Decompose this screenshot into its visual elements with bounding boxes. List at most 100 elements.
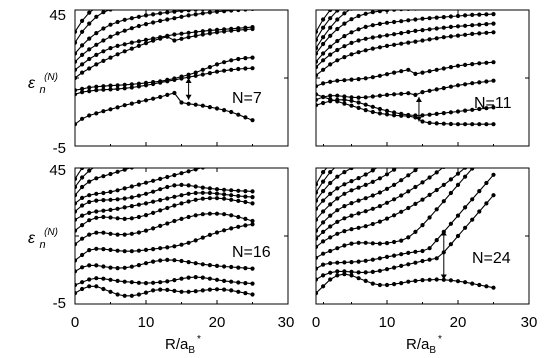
data-point	[207, 196, 212, 201]
data-point	[491, 78, 496, 83]
data-point	[172, 32, 177, 37]
data-point	[427, 192, 432, 197]
panel-top-right: N=11	[315, 1, 530, 147]
data-point	[406, 40, 411, 45]
data-point	[441, 66, 446, 71]
data-point	[115, 86, 120, 91]
data-point	[193, 238, 198, 243]
data-point	[364, 1, 368, 5]
data-point	[136, 202, 141, 207]
data-point	[87, 113, 92, 118]
data-point	[413, 168, 418, 173]
data-point	[186, 275, 191, 280]
data-point	[143, 201, 149, 206]
data-point	[392, 239, 397, 245]
data-point	[94, 198, 99, 203]
data-point	[377, 21, 382, 26]
data-point	[158, 246, 163, 251]
data-point	[455, 24, 461, 29]
data-point	[101, 38, 106, 43]
data-point	[222, 212, 227, 217]
data-point	[137, 0, 141, 4]
data-point	[406, 279, 411, 284]
data-point	[94, 246, 99, 251]
data-point	[87, 179, 92, 184]
data-point	[136, 39, 141, 44]
data-point	[115, 188, 120, 193]
data-point	[349, 227, 354, 232]
data-point	[179, 258, 184, 264]
data-point	[101, 109, 106, 114]
xtick-l-30: 30	[278, 314, 295, 331]
data-point	[129, 264, 134, 269]
data-point	[356, 50, 361, 55]
data-point	[75, 88, 78, 93]
data-point	[356, 211, 361, 216]
data-point	[207, 105, 212, 110]
data-point	[316, 244, 319, 249]
data-point	[477, 122, 482, 127]
data-point	[122, 82, 127, 87]
data-point	[384, 186, 390, 191]
data-point	[243, 281, 248, 286]
data-point	[321, 251, 326, 256]
data-point	[448, 110, 453, 115]
data-point	[172, 183, 177, 188]
data-point	[75, 258, 78, 263]
data-point	[151, 199, 156, 204]
data-point	[80, 203, 85, 208]
data-point	[115, 248, 120, 253]
data-point	[129, 85, 134, 90]
data-point	[101, 208, 106, 213]
data-point	[377, 219, 382, 224]
data-point	[477, 80, 482, 85]
data-point	[321, 81, 326, 86]
data-point	[384, 43, 390, 49]
data-point	[363, 258, 368, 263]
data-point	[441, 86, 446, 91]
data-point	[101, 276, 106, 281]
data-point	[186, 10, 191, 13]
data-point	[151, 280, 156, 285]
data-point	[384, 241, 390, 246]
data-point	[186, 214, 191, 220]
data-point	[399, 193, 404, 198]
data-point	[94, 52, 99, 58]
data-point	[335, 17, 340, 22]
data-point	[328, 33, 333, 38]
data-point	[94, 191, 99, 196]
data-point	[377, 282, 382, 288]
data-point	[427, 120, 432, 125]
data-point	[229, 279, 234, 284]
data-point	[413, 39, 418, 44]
data-point	[158, 223, 163, 228]
data-point	[434, 238, 439, 243]
data-point	[222, 108, 227, 113]
data-point	[370, 241, 375, 246]
data-point	[370, 104, 375, 109]
data-point	[122, 205, 127, 210]
data-point	[80, 195, 85, 200]
data-point	[94, 164, 98, 168]
data-point	[129, 184, 134, 189]
data-point	[356, 38, 361, 43]
data-point	[406, 205, 411, 211]
data-point	[434, 67, 439, 72]
data-point	[455, 279, 461, 284]
data-point	[222, 264, 227, 269]
data-point	[193, 33, 198, 38]
data-point	[356, 276, 361, 281]
data-point	[75, 209, 78, 214]
data-point	[321, 284, 326, 289]
data-point	[200, 196, 205, 201]
data-point	[377, 204, 382, 209]
data-point	[151, 189, 156, 194]
data-point	[448, 14, 453, 19]
data-point	[349, 30, 354, 35]
data-point	[222, 187, 227, 192]
data-point	[328, 16, 333, 21]
data-point	[463, 174, 468, 179]
data-point	[75, 282, 78, 288]
data-point	[250, 25, 255, 30]
